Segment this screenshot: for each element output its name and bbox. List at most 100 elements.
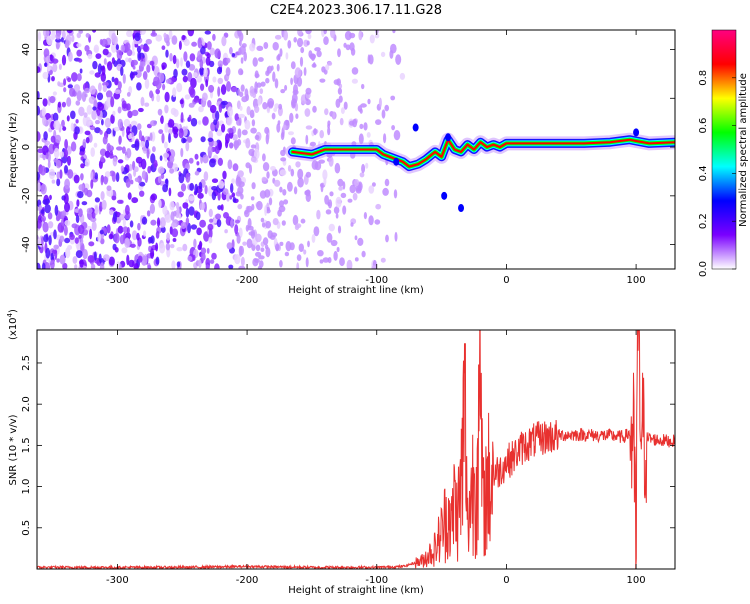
spectrogram-frame [36, 29, 676, 270]
heatmap-cell [337, 87, 342, 95]
heatmap-cell [287, 165, 292, 172]
heatmap-cell [207, 145, 213, 157]
heatmap-cell [187, 222, 191, 234]
heatmap-cell [169, 155, 173, 161]
heatmap-cell [102, 135, 108, 145]
heatmap-cell [237, 128, 242, 139]
heatmap-cell [47, 212, 53, 220]
heatmap-cell [237, 30, 242, 37]
heatmap-cell [37, 105, 41, 116]
heatmap-cell [49, 96, 56, 104]
heatmap-cell [245, 137, 251, 149]
heatmap-cell [327, 120, 331, 126]
spectrogram-xlabel: Height of straight line (km) [288, 285, 424, 296]
heatmap-cell [133, 169, 137, 177]
heatmap-cell [91, 109, 97, 120]
heatmap-cell [321, 66, 326, 73]
heatmap-cell [122, 226, 129, 234]
heatmap-cell [136, 123, 142, 130]
heatmap-cell [207, 137, 214, 142]
heatmap-cell [196, 227, 202, 236]
heatmap-cell [217, 60, 223, 68]
heatmap-cell [93, 142, 98, 148]
heatmap-cell [87, 53, 93, 60]
heatmap-cell [160, 226, 166, 234]
heatmap-cell [99, 262, 105, 269]
heatmap-cell [176, 82, 183, 93]
heatmap-cell [213, 119, 218, 126]
heatmap-cell [288, 131, 294, 136]
heatmap-cell [196, 75, 202, 83]
heatmap-cell [211, 191, 217, 201]
heatmap-cell [126, 126, 131, 136]
heatmap-cell [268, 197, 273, 206]
heatmap-cell [305, 87, 312, 95]
heatmap-cell [50, 135, 56, 143]
heatmap-cell [182, 202, 189, 209]
heatmap-cell [41, 107, 47, 118]
heatmap-cell [44, 114, 51, 119]
heatmap-cell [234, 254, 241, 265]
heatmap-cell [41, 215, 46, 222]
heatmap-cell [244, 119, 251, 130]
heatmap-cell [113, 126, 120, 132]
heatmap-cell [156, 94, 161, 103]
heatmap-cell [218, 140, 222, 151]
heatmap-cell [64, 202, 70, 213]
heatmap-cell [226, 114, 233, 126]
heatmap-cell [155, 34, 163, 42]
chart-title: C2E4.2023.306.17.11.G28 [270, 3, 442, 18]
heatmap-cell [126, 30, 133, 38]
heatmap-cell [194, 170, 200, 176]
heatmap-cell [198, 259, 202, 269]
heatmap-cell [222, 188, 229, 196]
heatmap-cell [211, 186, 218, 191]
heatmap-cell [254, 105, 260, 114]
heatmap-cell [236, 119, 242, 126]
heatmap-cell [127, 192, 132, 200]
heatmap-cell [128, 259, 135, 268]
heatmap-cell [70, 110, 76, 120]
heatmap-cell [112, 110, 116, 116]
y-tick-label: 0.5 [21, 520, 32, 536]
heatmap-cell [380, 51, 386, 58]
heatmap-cell [239, 105, 243, 111]
heatmap-cell [197, 37, 202, 49]
heatmap-cell [297, 168, 304, 180]
heatmap-cell [333, 250, 338, 261]
heatmap-cell [65, 247, 71, 259]
heatmap-cell [155, 88, 160, 95]
heatmap-cell [40, 236, 44, 247]
heatmap-cell [134, 32, 141, 42]
heatmap-cell [249, 109, 255, 119]
heatmap-cell [289, 242, 295, 251]
heatmap-cell [160, 116, 164, 124]
heatmap-cell [283, 199, 289, 205]
heatmap-cell [280, 131, 285, 141]
heatmap-cell [64, 237, 71, 244]
heatmap-cell [157, 166, 165, 174]
heatmap-cell [101, 119, 104, 126]
heatmap-cell [208, 236, 213, 244]
heatmap-cell [84, 45, 90, 52]
heatmap-cell [131, 230, 138, 241]
heatmap-cell [37, 91, 40, 100]
heatmap-cell [164, 104, 169, 114]
heatmap-cell [360, 103, 367, 108]
heatmap-cell [200, 247, 207, 255]
heatmap-cell [255, 233, 262, 243]
heatmap-cell [268, 101, 274, 109]
heatmap-cell [150, 235, 155, 244]
heatmap-cell [234, 224, 239, 235]
heatmap-cell [78, 234, 82, 239]
heatmap-cell [293, 84, 298, 95]
heatmap-cell [134, 177, 140, 183]
colorbar-tick-label: 0.6 [698, 118, 709, 134]
heatmap-cell [50, 252, 54, 261]
heatmap-cell [37, 148, 44, 154]
heatmap-cell [295, 161, 301, 168]
heatmap-cell [184, 94, 191, 100]
heatmap-cell [77, 58, 83, 63]
heatmap-cell [194, 183, 199, 195]
heatmap-cell [238, 265, 246, 269]
